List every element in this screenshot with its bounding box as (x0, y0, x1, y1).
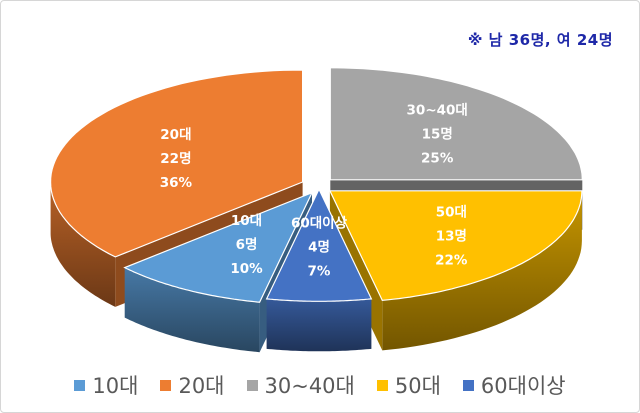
chart-legend: 10대 20대 30~40대 50대 60대이상 (1, 370, 639, 400)
slice-percent-label-30-40s: 25% (421, 150, 454, 166)
pie-chart: 30~40대 15명 25% 50대 13명 22% 60대이상 4명 7% 10대 6명 10% 20… (49, 67, 583, 353)
gender-note: ※ 남 36명, 여 24명 (467, 31, 613, 49)
pie-top-faces (49, 67, 583, 303)
slice-percent-label-50s: 22% (435, 253, 468, 269)
legend-item-50s: 50대 (376, 370, 441, 400)
slice-category-label-60plus: 60대이상 (291, 214, 348, 231)
slice-count-label-50s: 13명 (436, 228, 467, 245)
slice-20s (49, 69, 304, 258)
legend-item-30-40s: 30~40대 (246, 370, 355, 400)
legend-label-60plus: 60대이상 (480, 374, 566, 398)
slice-50s (328, 190, 583, 302)
slice-percent-label-20s: 36% (160, 175, 193, 191)
legend-label-20s: 20대 (178, 374, 225, 398)
slice-side-10s (124, 267, 260, 353)
legend-item-60plus: 60대이상 (462, 370, 566, 400)
legend-item-20s: 20대 (160, 370, 225, 400)
legend-swatch-60plus (462, 379, 474, 391)
slice-percent-label-60plus: 7% (308, 263, 331, 279)
legend-swatch-20s (160, 379, 172, 391)
slice-side-60plus (266, 298, 372, 352)
legend-item-10s: 10대 (74, 370, 138, 400)
legend-swatch-10s (74, 379, 86, 391)
slice-side-20s (50, 182, 116, 307)
slice-count-label-10s: 6명 (236, 236, 258, 253)
slice-60plus (265, 187, 373, 302)
legend-label-50s: 50대 (394, 374, 441, 398)
legend-label-10s: 10대 (92, 374, 139, 398)
slice-category-label-50s: 50대 (436, 205, 467, 221)
slice-10s (123, 191, 314, 303)
legend-label-30-40s: 30~40대 (264, 374, 355, 398)
slice-count-label-30-40s: 15명 (422, 125, 453, 142)
pie-labels: 30~40대 15명 25% 50대 13명 22% 60대이상 4명 7% 10대 6명 10% 20… (160, 102, 468, 279)
slice-count-label-60plus: 4명 (308, 238, 330, 255)
legend-swatch-30-40s (246, 379, 258, 391)
slice-count-label-20s: 22명 (160, 150, 191, 167)
slice-category-label-10s: 10대 (231, 213, 262, 229)
slice-side-50s (382, 190, 582, 351)
slice-category-label-30-40s: 30~40대 (407, 102, 468, 118)
slice-category-label-20s: 20대 (160, 127, 191, 143)
legend-swatch-50s (376, 379, 388, 391)
slice-30-40s (329, 67, 583, 181)
slice-percent-label-10s: 10% (230, 261, 263, 277)
